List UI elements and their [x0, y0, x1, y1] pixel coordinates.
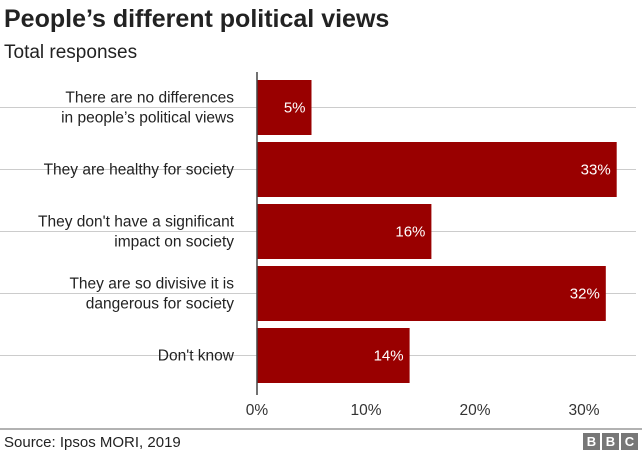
category-label: in people’s political views — [61, 110, 234, 127]
bar-value-label: 5% — [284, 100, 306, 117]
x-tick-label: 20% — [459, 402, 490, 419]
bbc-logo-block — [602, 433, 619, 450]
category-label: They are healthy for society — [44, 162, 235, 179]
bar-value-label: 14% — [374, 348, 404, 365]
category-label: They are so divisive it is — [69, 276, 234, 293]
bar — [257, 266, 606, 321]
category-label: There are no differences — [65, 90, 234, 107]
bar — [257, 142, 617, 197]
bar — [257, 204, 432, 259]
bar — [257, 80, 312, 135]
x-tick-label: 10% — [350, 402, 381, 419]
bbc-logo-block — [621, 433, 638, 450]
chart-subtitle: Total responses — [4, 42, 137, 63]
bbc-logo-letter: C — [625, 434, 635, 449]
category-label: impact on society — [114, 234, 234, 251]
category-label: dangerous for society — [86, 296, 234, 313]
bbc-logo-letter: B — [587, 434, 596, 449]
bar — [257, 328, 410, 383]
source-text: Source: Ipsos MORI, 2019 — [4, 434, 181, 451]
bar-value-label: 33% — [581, 162, 611, 179]
category-label: They don't have a significant — [38, 214, 235, 231]
x-tick-label: 30% — [568, 402, 599, 419]
bbc-logo-letter: B — [606, 434, 615, 449]
bar-value-label: 16% — [395, 224, 425, 241]
x-tick-label: 0% — [246, 402, 269, 419]
category-label: Don't know — [158, 348, 235, 365]
bbc-logo-block — [583, 433, 600, 450]
chart-title: People’s different political views — [4, 5, 389, 33]
bar-value-label: 32% — [570, 286, 600, 303]
